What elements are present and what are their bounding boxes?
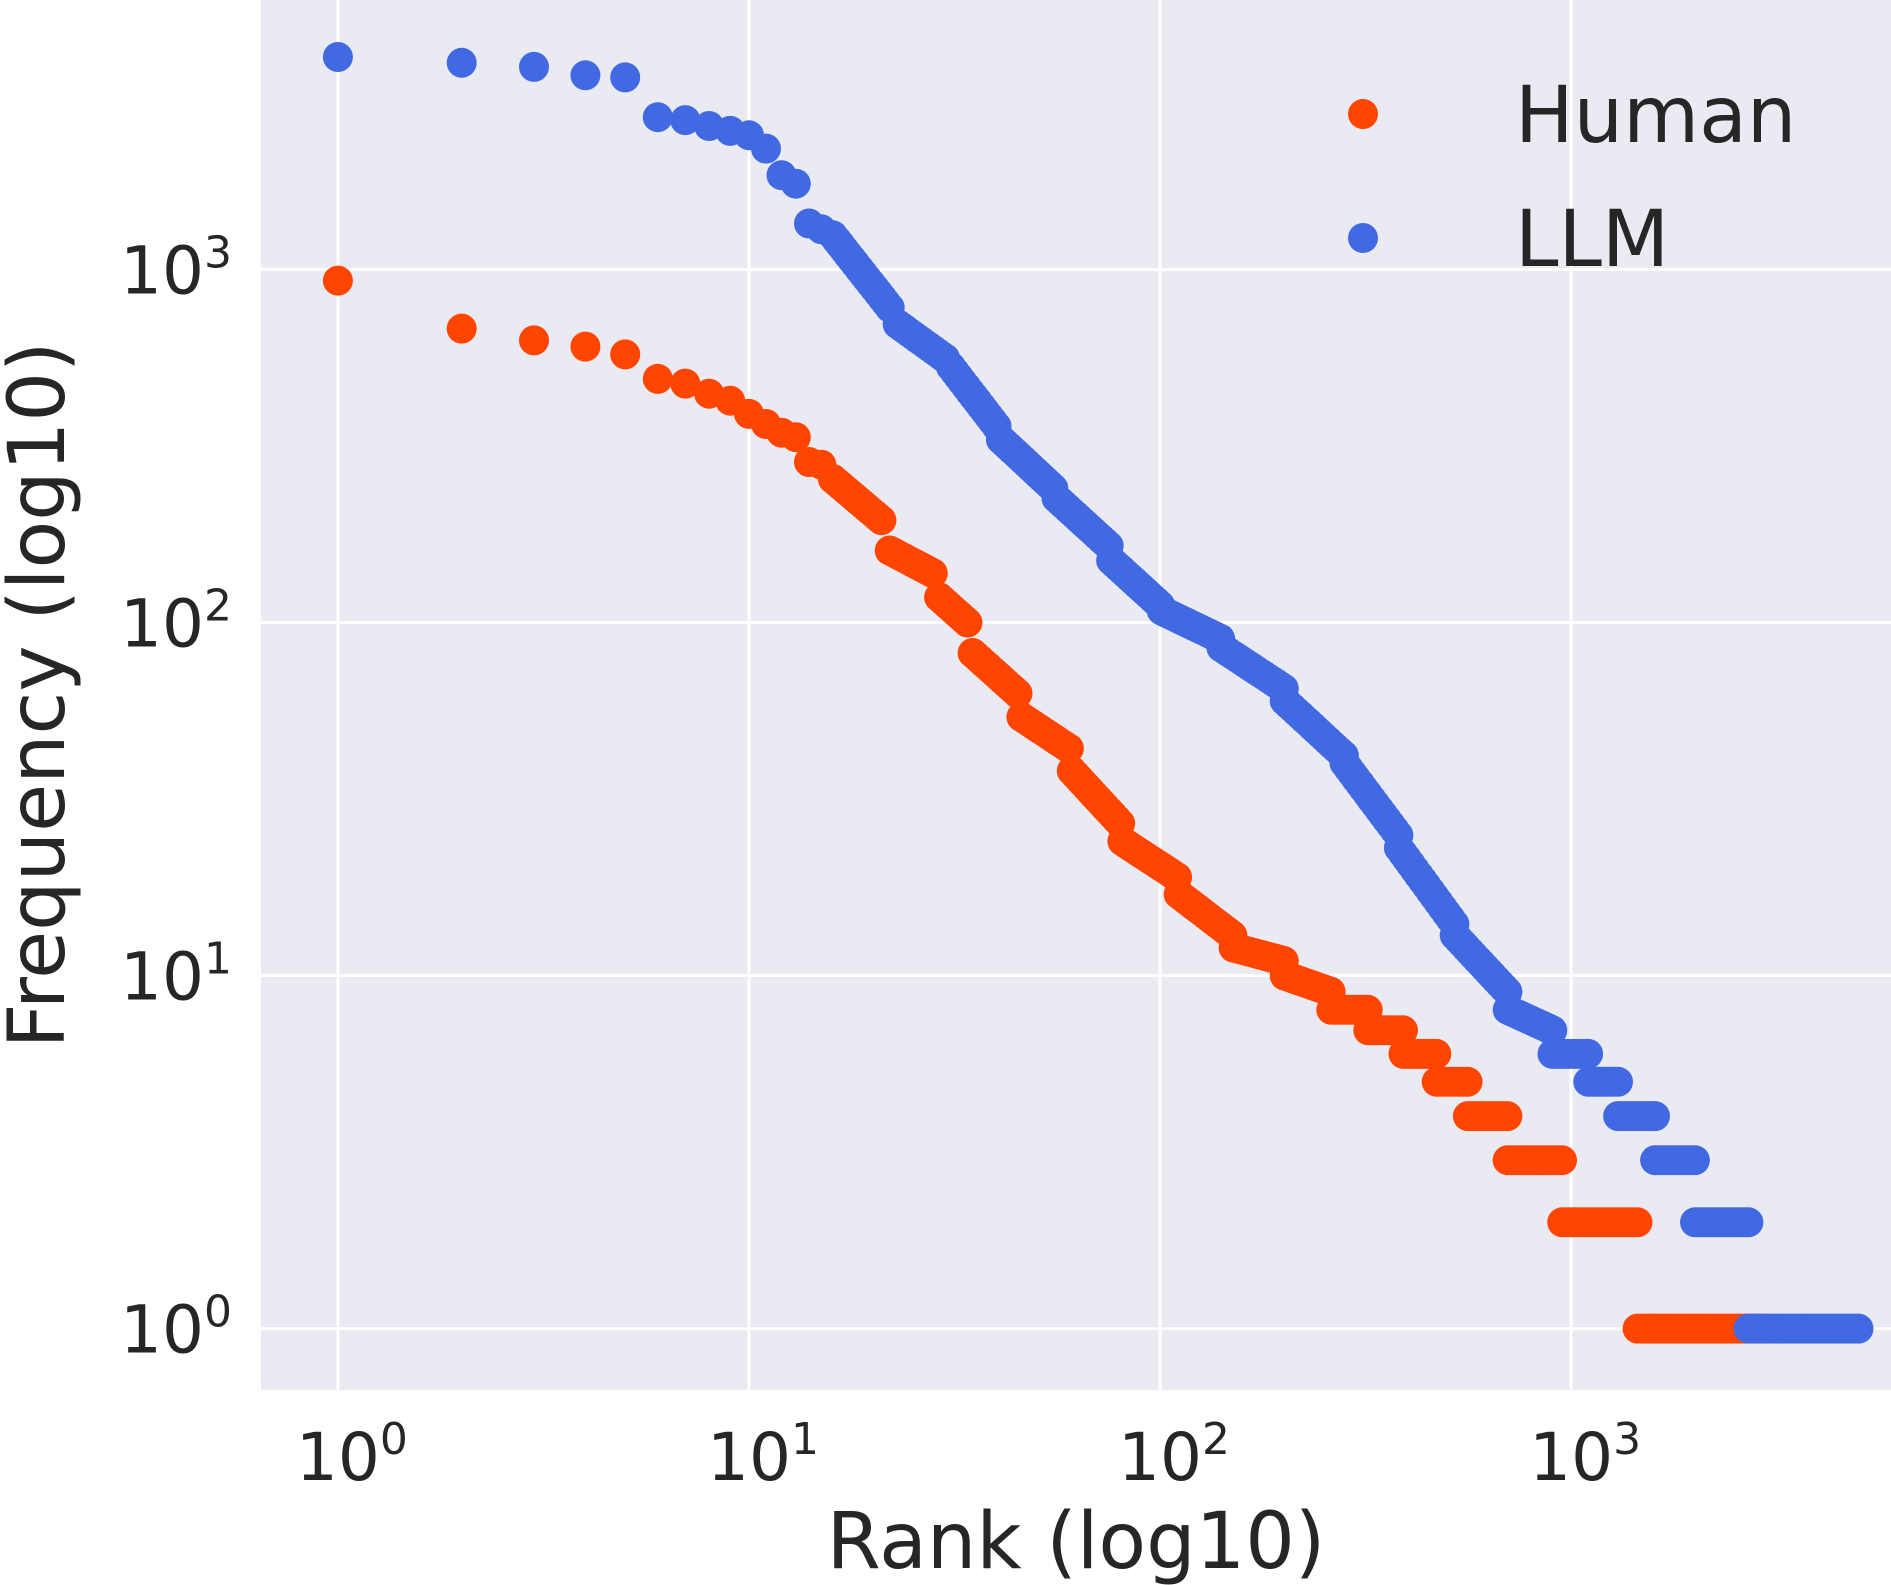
y-tick-label-2: 102 <box>120 581 232 663</box>
legend-label-human: Human <box>1515 71 1796 161</box>
point-human-6 <box>670 368 701 399</box>
point-human-12 <box>780 422 811 453</box>
point-human-28 <box>866 505 897 536</box>
point-llm-3 <box>570 60 601 91</box>
point-human-167 <box>1388 1015 1418 1046</box>
point-human-49 <box>952 607 983 638</box>
point-human-186 <box>1452 1066 1483 1097</box>
point-llm-0 <box>322 42 353 72</box>
legend-marker-llm <box>1348 223 1378 253</box>
grid-lines <box>261 0 1891 1390</box>
series-llm <box>322 42 1874 1344</box>
point-human-197 <box>1492 1101 1523 1132</box>
point-llm-10 <box>751 133 781 164</box>
point-human-232 <box>1622 1207 1653 1238</box>
point-llm-263 <box>1733 1207 1764 1238</box>
point-llm-237 <box>1640 1101 1670 1132</box>
x-tick-label-1: 101 <box>707 1414 819 1496</box>
legend: Human LLM <box>1348 71 1796 285</box>
point-human-3 <box>570 331 601 362</box>
point-llm-217 <box>1573 1038 1604 1069</box>
series-human <box>322 265 1777 1344</box>
point-human-4 <box>610 339 641 370</box>
point-human-2 <box>519 325 549 356</box>
point-llm-248 <box>1679 1145 1710 1176</box>
point-llm-6 <box>670 105 701 136</box>
x-tick-label-0: 100 <box>296 1414 408 1496</box>
point-llm-226 <box>1603 1066 1633 1097</box>
plot-background <box>261 0 1891 1390</box>
point-human-62 <box>1002 678 1033 709</box>
legend-label-llm: LLM <box>1515 195 1669 285</box>
data-points <box>322 42 1874 1344</box>
point-llm-1 <box>446 47 477 78</box>
point-human-75 <box>1053 733 1084 764</box>
y-axis-label: Frequency (log10) <box>0 342 83 1049</box>
point-llm-207 <box>1537 1015 1568 1046</box>
point-human-1 <box>446 313 477 344</box>
point-llm-5 <box>642 102 673 133</box>
point-human-212 <box>1547 1145 1577 1176</box>
point-human-177 <box>1421 1038 1452 1069</box>
point-llm-292 <box>1843 1313 1874 1344</box>
y-tick-label-3: 103 <box>120 228 232 310</box>
point-llm-12 <box>780 168 811 199</box>
legend-marker-human <box>1348 99 1378 129</box>
x-tick-label-3: 103 <box>1529 1414 1641 1496</box>
point-llm-2 <box>519 51 549 82</box>
point-human-40 <box>917 558 948 589</box>
x-tick-label-2: 102 <box>1118 1414 1230 1496</box>
point-human-5 <box>642 363 673 394</box>
y-tick-label-0: 100 <box>120 1287 232 1369</box>
y-tick-label-1: 101 <box>120 934 232 1016</box>
x-axis-label: Rank (log10) <box>827 1497 1326 1585</box>
point-llm-4 <box>610 62 641 93</box>
point-human-0 <box>322 265 353 296</box>
tick-labels: 100 101 102 103 100 101 102 103 <box>120 228 1641 1496</box>
